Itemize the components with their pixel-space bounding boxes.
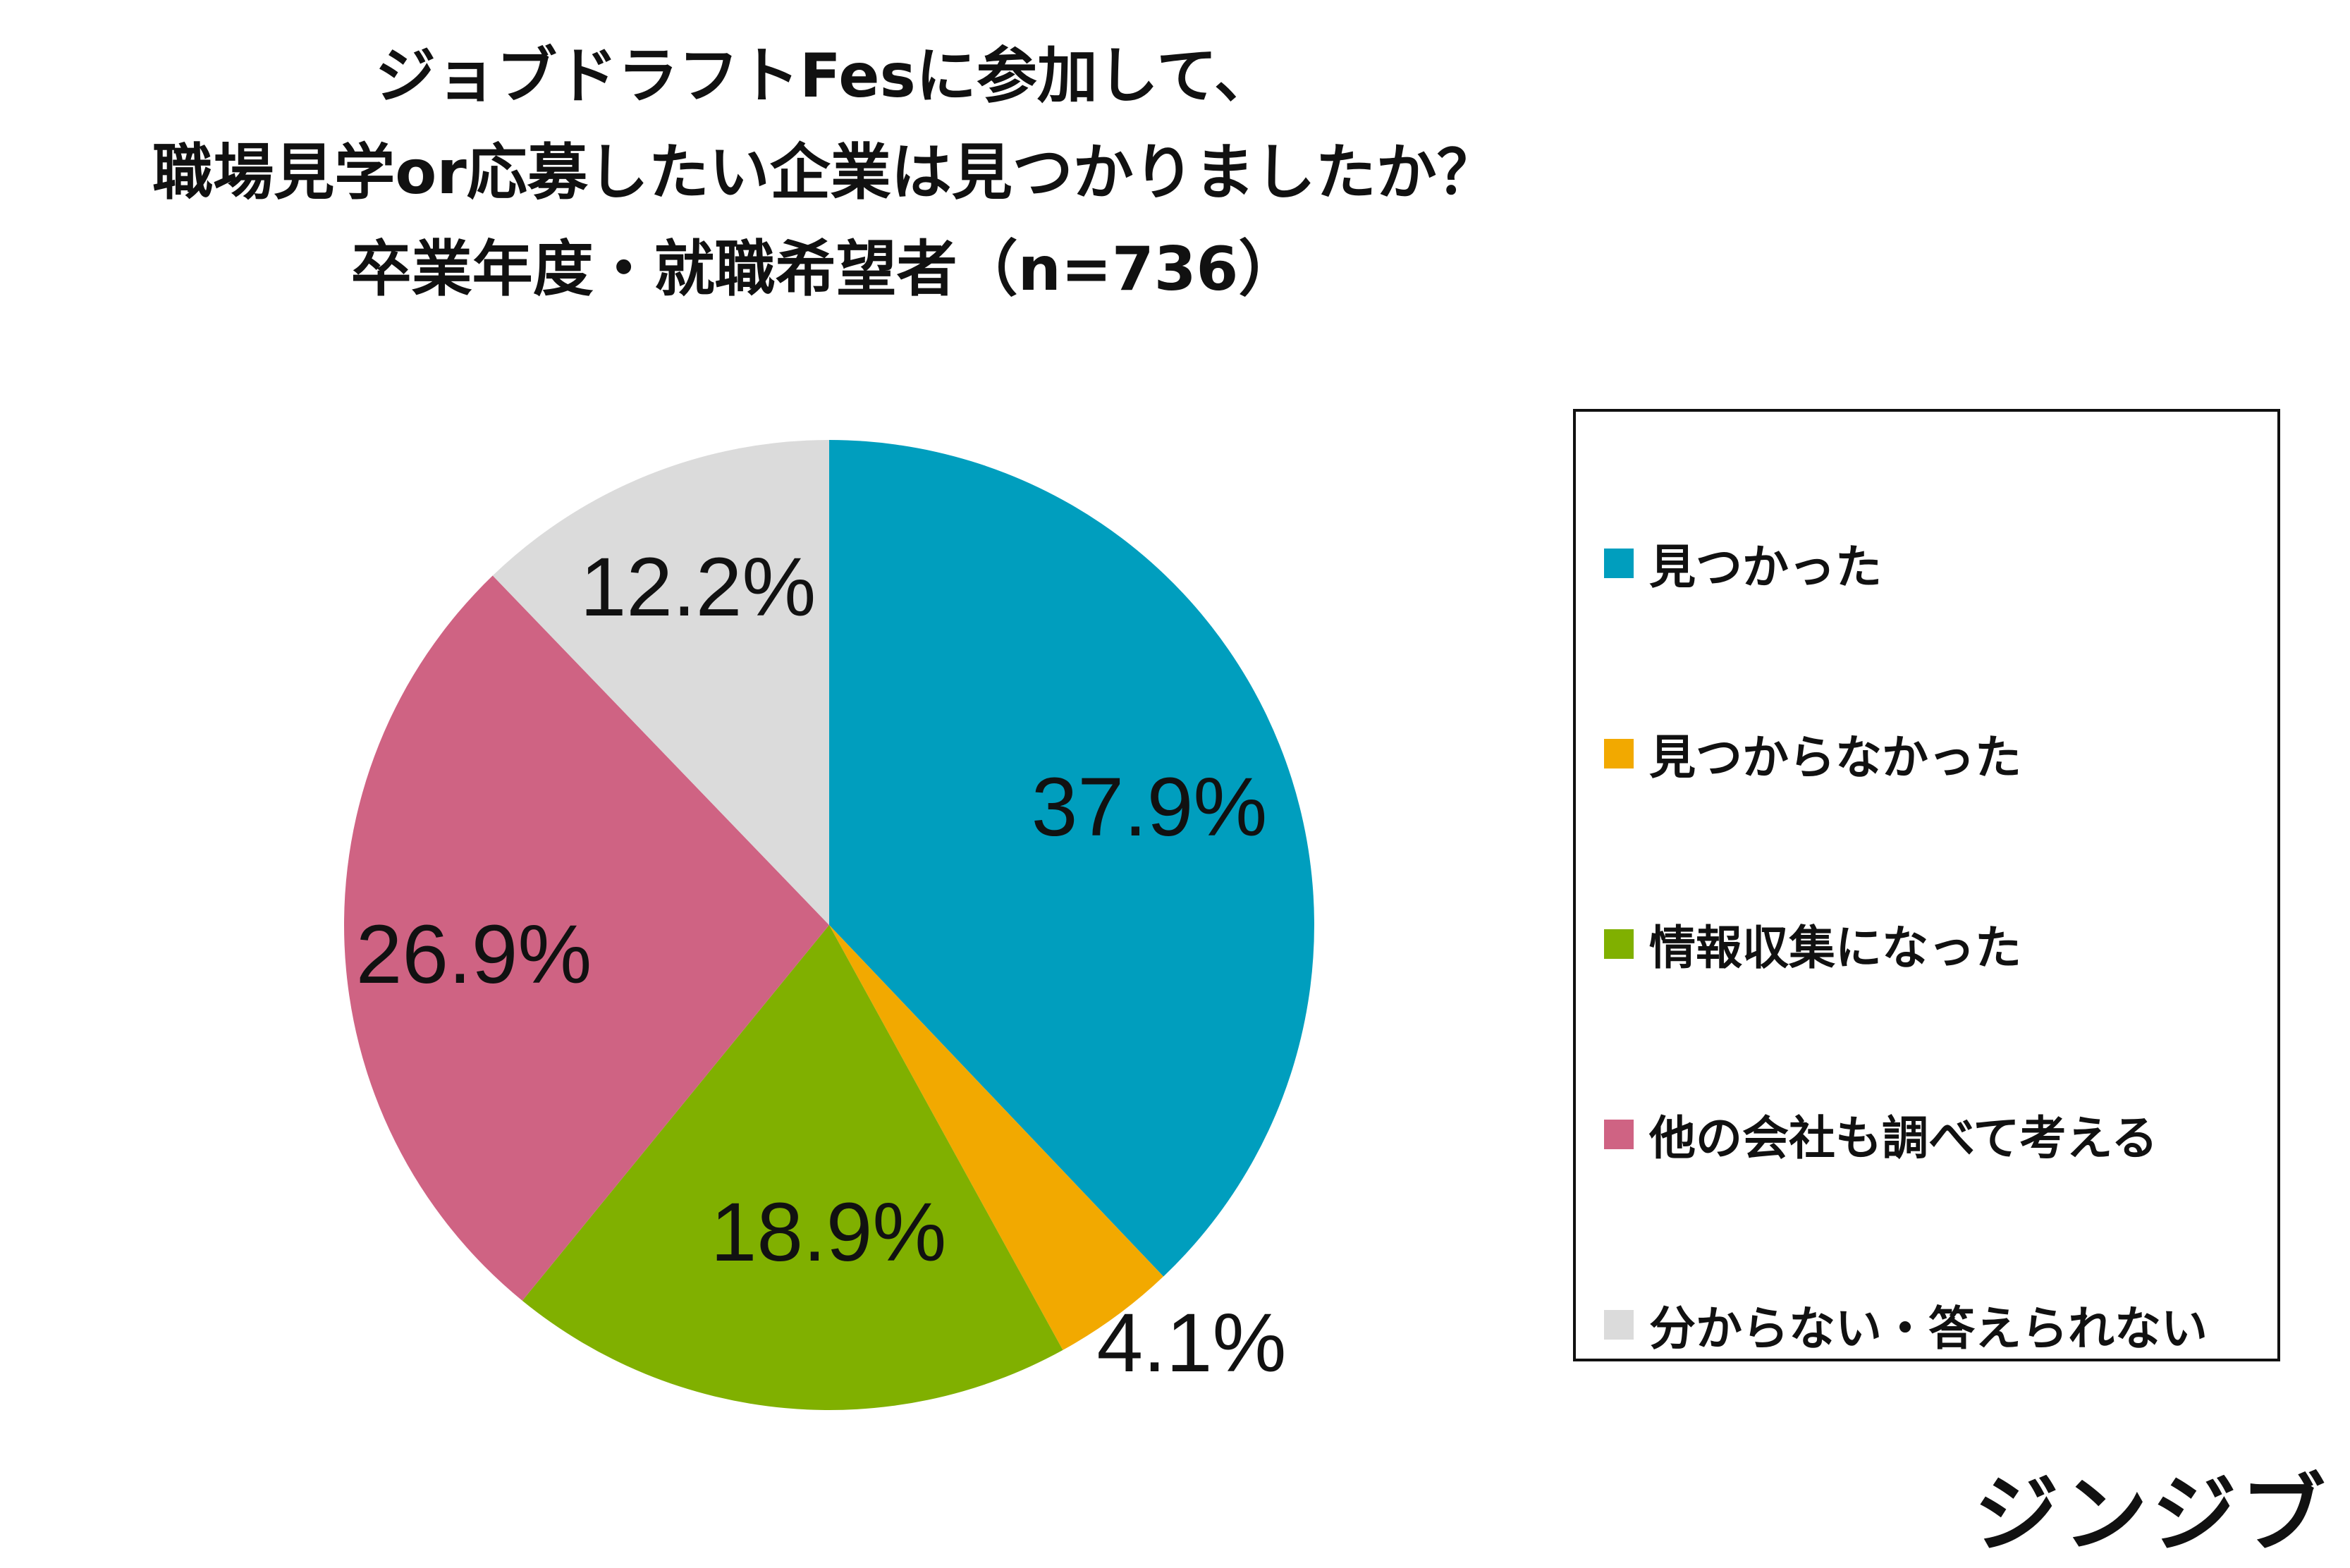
data-label-unknown: 12.2% [580, 541, 816, 634]
legend-swatch-unknown [1604, 1310, 1634, 1340]
legend-label-info-gathering: 情報収集になった [1649, 921, 2021, 975]
title-line-1: ジョブドラフトFesに参加して、 [375, 41, 1275, 111]
legend-item-consider-others: 他の会社も調べて考える [1604, 1103, 2158, 1166]
data-label-found: 37.9% [1032, 761, 1268, 854]
legend-label-found: 見つかった [1649, 540, 1882, 594]
legend-item-info-gathering: 情報収集になった [1604, 912, 2021, 976]
legend-item-found: 見つかった [1604, 532, 1882, 595]
brand-logo: ジンジブ [1974, 1466, 2330, 1564]
data-label-consider-others: 26.9% [356, 908, 592, 1001]
pie-slice-found [829, 440, 1314, 1277]
pie-slice-not-found [829, 925, 1164, 1350]
title-line-2: 職場見学or応募したい企業は見つかりましたか？ [152, 137, 1498, 208]
legend-swatch-info-gathering [1604, 929, 1634, 959]
legend: 見つかった 見つからなかった 情報収集になった 他の会社も調べて考える 分からな… [1573, 409, 2280, 1361]
title-line-3: 卒業年度・就職希望者（n=736） [350, 234, 1299, 305]
chart-title: ジョブドラフトFesに参加して、 職場見学or応募したい企業は見つかりましたか？… [0, 28, 1650, 318]
legend-label-unknown: 分からない・答えられない [1649, 1301, 2208, 1356]
legend-item-unknown: 分からない・答えられない [1604, 1293, 2208, 1356]
legend-swatch-consider-others [1604, 1120, 1634, 1149]
pie-slice-consider-others [344, 575, 829, 1301]
legend-swatch-not-found [1604, 739, 1634, 768]
legend-label-consider-others: 他の会社も調べて考える [1649, 1111, 2158, 1165]
data-label-not-found: 4.1% [1097, 1297, 1287, 1390]
legend-item-not-found: 見つからなかった [1604, 722, 2021, 785]
legend-label-not-found: 見つからなかった [1649, 730, 2021, 785]
legend-swatch-found [1604, 549, 1634, 578]
pie-slice-info-gathering [522, 925, 1063, 1411]
pie-slice-unknown [492, 440, 829, 925]
data-label-info-gathering: 18.9% [711, 1186, 947, 1279]
